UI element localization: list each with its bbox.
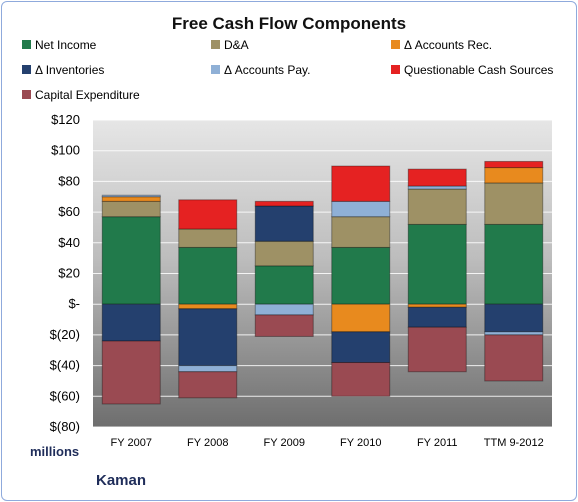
- bar-segment: [178, 365, 238, 373]
- y-tick-label: $-: [68, 296, 80, 311]
- legend-item: Δ Inventories: [22, 63, 104, 77]
- legend-swatch: [22, 65, 31, 74]
- bar-segment: [178, 371, 238, 399]
- y-tick-label: $(40): [50, 358, 80, 373]
- y-tick-label: $40: [58, 235, 80, 250]
- legend-label: Δ Inventories: [35, 63, 105, 77]
- bar-segment: [407, 188, 467, 225]
- legend-label: Questionable Cash Sources: [404, 63, 554, 77]
- bar-segment: [254, 303, 314, 316]
- bar-segment: [331, 216, 391, 248]
- legend-item: Capital Expenditure: [22, 88, 140, 102]
- bar-segment: [178, 199, 238, 230]
- bar-segment: [178, 228, 238, 248]
- bar-segment: [254, 200, 314, 207]
- bar-segment: [331, 246, 391, 305]
- legend-swatch: [211, 40, 220, 49]
- units-label: millions: [30, 444, 80, 459]
- y-tick-label: $80: [58, 173, 80, 188]
- bar-segment: [484, 303, 544, 333]
- bar-segment: [101, 196, 161, 202]
- legend-item: Questionable Cash Sources: [391, 63, 553, 77]
- x-tick-label: FY 2011: [417, 437, 458, 449]
- y-tick-label: $120: [51, 112, 80, 127]
- bar-segment: [484, 182, 544, 225]
- legend-swatch: [211, 65, 220, 74]
- bar-segment: [407, 326, 467, 373]
- legend-label: D&A: [224, 38, 249, 52]
- legend-label: Δ Accounts Pay.: [224, 63, 311, 77]
- bar-segment: [101, 200, 161, 218]
- legend-item: Δ Accounts Rec.: [391, 38, 492, 52]
- bar-segment: [254, 205, 314, 242]
- y-tick-label: $(60): [50, 388, 80, 403]
- bar-segment: [331, 200, 391, 218]
- legend-swatch: [391, 65, 400, 74]
- legend-swatch: [22, 90, 31, 99]
- x-tick-label: FY 2008: [187, 437, 228, 449]
- bar-segment: [254, 240, 314, 267]
- bar-segment: [484, 160, 544, 169]
- bar-segment: [407, 223, 467, 305]
- x-tick-label: TTM 9-2012: [484, 437, 544, 449]
- bar-segment: [178, 303, 238, 310]
- bar-segment: [331, 303, 391, 333]
- y-tick-label: $100: [51, 143, 80, 158]
- bar-segment: [101, 194, 161, 198]
- bar-segment: [101, 303, 161, 342]
- bar-segment: [331, 165, 391, 202]
- legend-label: Δ Accounts Rec.: [404, 38, 493, 52]
- x-tick-label: FY 2009: [264, 437, 305, 449]
- company-name: Kaman: [96, 472, 147, 489]
- bar-segment: [484, 334, 544, 382]
- legend-item: Net Income: [22, 38, 96, 52]
- x-tick-label: FY 2007: [111, 437, 152, 449]
- bar-segment: [101, 340, 161, 405]
- x-tick-label: FY 2010: [340, 437, 381, 449]
- bar-segment: [407, 185, 467, 190]
- bar-segment: [331, 331, 391, 364]
- bar-segment: [254, 314, 314, 337]
- bar-segment: [254, 265, 314, 305]
- y-tick-label: $20: [58, 266, 80, 281]
- bar-segment: [331, 362, 391, 397]
- legend-label: Net Income: [35, 38, 97, 52]
- legend-label: Capital Expenditure: [35, 88, 140, 102]
- bar-segment: [484, 223, 544, 305]
- bar-segment: [407, 168, 467, 187]
- y-tick-label: $(20): [50, 327, 80, 342]
- bar-segment: [407, 306, 467, 328]
- legend-swatch: [391, 40, 400, 49]
- bar-segment: [178, 246, 238, 305]
- y-tick-label: $(80): [50, 419, 80, 434]
- bar-segment: [484, 167, 544, 184]
- bar-segment: [101, 216, 161, 305]
- chart-title: Free Cash Flow Components: [171, 14, 407, 33]
- y-tick-label: $60: [58, 204, 80, 219]
- legend-item: D&A: [211, 38, 249, 52]
- bar-segment: [178, 308, 238, 367]
- legend-swatch: [22, 40, 31, 49]
- legend-item: Δ Accounts Pay.: [211, 63, 311, 77]
